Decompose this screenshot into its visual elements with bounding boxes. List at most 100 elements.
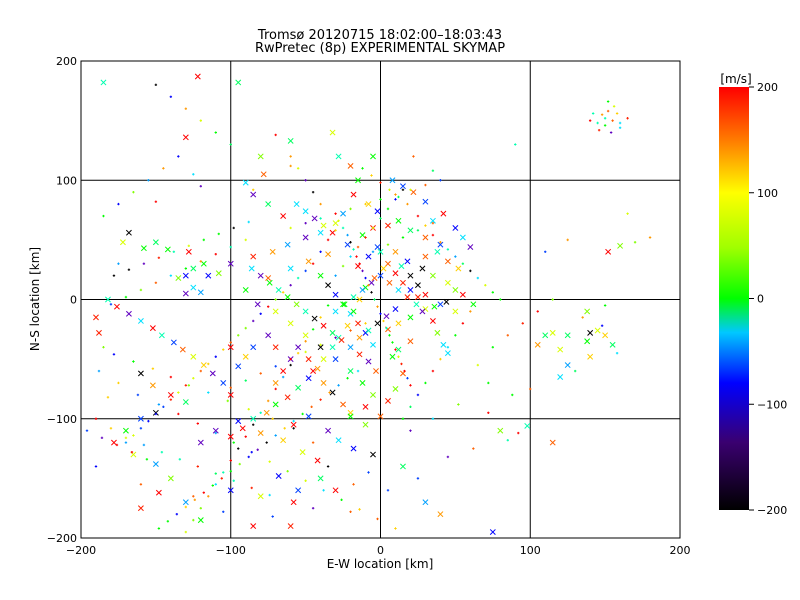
data-point-cross <box>257 272 264 279</box>
data-point-plus <box>207 391 210 394</box>
data-point-cross <box>170 339 177 346</box>
data-point-plus <box>220 477 223 480</box>
data-point-plus <box>361 269 364 273</box>
data-point-cross <box>444 350 451 357</box>
data-point-plus <box>379 217 382 220</box>
data-point-cross <box>347 368 354 375</box>
data-point-cross <box>197 289 204 296</box>
data-point-cross <box>179 346 186 353</box>
data-point-plus <box>371 226 375 230</box>
data-point-cross <box>431 303 438 310</box>
data-point-cross <box>419 308 426 315</box>
data-point-plus <box>177 391 180 394</box>
data-point-cross <box>564 332 571 339</box>
data-point-plus <box>252 423 255 426</box>
data-point-cross <box>587 353 594 360</box>
data-point-plus <box>476 363 480 367</box>
data-point-cross <box>359 287 366 293</box>
data-point-plus <box>229 386 232 389</box>
data-point-plus <box>160 450 164 454</box>
data-point-plus <box>446 248 450 251</box>
data-point-plus <box>461 262 465 265</box>
data-point-plus <box>334 274 337 277</box>
data-point-plus <box>615 351 619 355</box>
data-point-cross <box>275 473 282 479</box>
data-point-plus <box>147 419 150 423</box>
data-point-plus <box>304 179 307 182</box>
data-point-plus <box>517 431 520 435</box>
data-point-cross <box>227 487 234 494</box>
data-point-cross <box>287 523 294 530</box>
data-point-cross <box>167 391 174 398</box>
data-point-cross <box>227 391 234 398</box>
data-point-cross <box>280 437 287 444</box>
data-point-cross <box>440 210 447 217</box>
colorbar-tick-label: 0 <box>757 293 764 306</box>
data-point-cross <box>250 523 257 530</box>
data-point-cross <box>137 415 144 422</box>
data-point-plus <box>154 83 158 87</box>
data-point-plus <box>117 202 120 206</box>
data-point-plus <box>145 458 149 461</box>
data-point-cross <box>429 318 436 324</box>
data-point-plus <box>391 341 394 344</box>
data-point-plus <box>117 262 120 265</box>
data-point-plus <box>142 443 146 447</box>
data-point-plus <box>199 119 202 122</box>
data-point-cross <box>422 291 429 298</box>
data-point-plus <box>274 434 277 437</box>
data-point-plus <box>259 411 262 414</box>
x-tick-label: 200 <box>670 544 691 557</box>
data-point-cross <box>295 344 302 351</box>
data-point-cross <box>437 511 444 518</box>
data-point-cross <box>395 287 402 293</box>
data-point-cross <box>175 275 182 281</box>
data-point-plus <box>274 133 277 137</box>
data-point-cross <box>295 384 302 391</box>
data-point-plus <box>311 506 315 510</box>
data-point-plus <box>388 188 391 191</box>
data-point-cross <box>609 341 616 348</box>
data-point-plus <box>274 387 277 391</box>
data-point-plus <box>94 417 98 420</box>
data-point-plus <box>319 398 322 401</box>
y-tick-label: −200 <box>47 532 77 545</box>
data-point-cross <box>340 301 347 308</box>
x-tick-label: −200 <box>66 544 96 557</box>
data-point-plus <box>259 372 262 375</box>
data-point-plus <box>596 121 599 125</box>
data-point-plus <box>112 274 116 277</box>
data-point-plus <box>394 198 397 201</box>
data-point-plus <box>283 427 286 430</box>
data-point-plus <box>232 441 235 444</box>
data-point-plus <box>247 408 250 411</box>
data-point-plus <box>229 341 232 344</box>
data-point-cross <box>392 385 399 392</box>
data-point-cross <box>317 344 324 351</box>
data-point-cross <box>305 413 312 420</box>
data-point-plus <box>337 219 340 222</box>
data-point-plus <box>409 405 412 409</box>
data-point-plus <box>394 348 397 351</box>
colorbar-label: [m/s] <box>720 72 751 86</box>
data-point-plus <box>217 232 220 236</box>
data-point-plus <box>409 188 412 191</box>
data-point-plus <box>304 340 307 343</box>
data-point-plus <box>386 489 390 492</box>
data-point-plus <box>409 384 412 387</box>
data-point-plus <box>157 403 161 406</box>
data-point-plus <box>132 360 135 363</box>
data-point-plus <box>311 190 315 194</box>
data-point-cross <box>332 220 339 227</box>
data-point-cross <box>437 241 444 248</box>
data-point-plus <box>109 427 113 430</box>
data-point-plus <box>265 441 268 444</box>
data-point-plus <box>472 447 475 450</box>
data-point-cross <box>347 344 354 351</box>
data-point-cross <box>280 368 287 375</box>
data-point-plus <box>214 431 217 435</box>
colorbar-ticks: 200 100 0 −100 −200 <box>749 81 787 517</box>
data-point-plus <box>424 381 427 385</box>
data-point-plus <box>151 367 155 370</box>
data-point-plus <box>487 381 490 385</box>
